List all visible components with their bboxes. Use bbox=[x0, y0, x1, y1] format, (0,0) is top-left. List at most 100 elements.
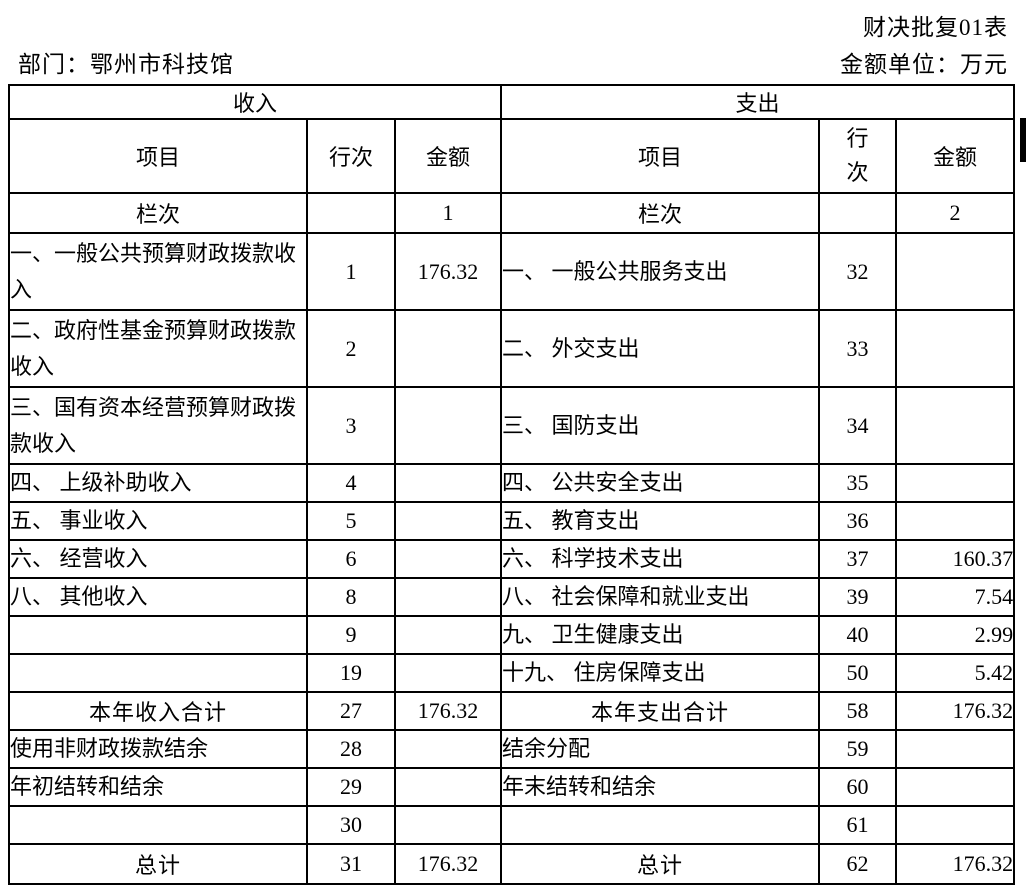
income-rowno-cell: 2 bbox=[306, 309, 396, 388]
expense-subtotal-label: 本年支出合计 bbox=[500, 691, 821, 731]
table-row: 二、政府性基金预算财政拨款收入 2 二、 外交支出 33 bbox=[8, 309, 1016, 388]
expense-item-cell: 五、 教育支出 bbox=[500, 501, 821, 541]
income-item-header: 项目 bbox=[8, 118, 308, 194]
income-amount-cell bbox=[393, 805, 503, 845]
finance-table: 收入 支出 项目 行次 金额 项目 行次 金额 栏次 1 栏次 2 一、一般公共… bbox=[7, 84, 1016, 885]
expense-amount-cell bbox=[895, 501, 1016, 541]
expense-amount-cell: 176.32 bbox=[895, 843, 1016, 885]
income-amount-cell bbox=[393, 539, 503, 579]
table-row: 四、 上级补助收入 4 四、 公共安全支出 35 bbox=[8, 463, 1016, 503]
income-item-cell bbox=[8, 805, 308, 845]
expense-item-cell: 十九、 住房保障支出 bbox=[500, 653, 821, 693]
table-row: 五、 事业收入 5 五、 教育支出 36 bbox=[8, 501, 1016, 541]
income-rowno-cell: 3 bbox=[306, 386, 396, 465]
amount-unit-label: 金额单位：万元 bbox=[840, 52, 1008, 77]
income-subtotal-label: 本年收入合计 bbox=[8, 691, 308, 731]
expense-column-number: 2 bbox=[895, 192, 1016, 234]
income-amount-cell bbox=[393, 615, 503, 655]
grand-total-row: 总计 31 176.32 总计 62 176.32 bbox=[8, 843, 1016, 885]
income-amount-cell bbox=[393, 463, 503, 503]
income-item-cell: 年初结转和结余 bbox=[8, 767, 308, 807]
income-item-cell: 六、 经营收入 bbox=[8, 539, 308, 579]
expense-item-cell: 一、 一般公共服务支出 bbox=[500, 232, 821, 311]
expense-amount-cell: 2.99 bbox=[895, 615, 1016, 655]
income-item-cell: 使用非财政拨款结余 bbox=[8, 729, 308, 769]
table-row: 三、国有资本经营预算财政拨款收入 3 三、 国防支出 34 bbox=[8, 386, 1016, 465]
expense-section-header: 支出 bbox=[500, 84, 1016, 120]
expense-amount-cell bbox=[895, 729, 1016, 769]
income-rowno-cell: 6 bbox=[306, 539, 396, 579]
table-row: 19 十九、 住房保障支出 50 5.42 bbox=[8, 653, 1016, 693]
expense-amount-cell bbox=[895, 309, 1016, 388]
income-amount-cell: 176.32 bbox=[393, 232, 503, 311]
expense-lanci-label: 栏次 bbox=[500, 192, 821, 234]
expense-rowno-cell: 60 bbox=[818, 767, 898, 807]
subtotal-row: 本年收入合计 27 176.32 本年支出合计 58 176.32 bbox=[8, 691, 1016, 731]
income-rowno-cell: 28 bbox=[306, 729, 396, 769]
income-amount-cell bbox=[393, 767, 503, 807]
table-row: 9 九、 卫生健康支出 40 2.99 bbox=[8, 615, 1016, 655]
expense-amount-cell: 7.54 bbox=[895, 577, 1016, 617]
expense-item-cell: 九、 卫生健康支出 bbox=[500, 615, 821, 655]
income-rowno-cell: 9 bbox=[306, 615, 396, 655]
column-index-row: 栏次 1 栏次 2 bbox=[8, 192, 1016, 234]
income-item-cell: 三、国有资本经营预算财政拨款收入 bbox=[8, 386, 308, 465]
expense-amount-cell: 176.32 bbox=[895, 691, 1016, 731]
income-item-cell: 四、 上级补助收入 bbox=[8, 463, 308, 503]
expense-amount-cell bbox=[895, 767, 1016, 807]
income-rowno-cell: 1 bbox=[306, 232, 396, 311]
expense-amount-cell bbox=[895, 232, 1016, 311]
income-rowno-header: 行次 bbox=[306, 118, 396, 194]
expense-amount-cell bbox=[895, 805, 1016, 845]
expense-item-header: 项目 bbox=[500, 118, 821, 194]
income-rowno-cell: 8 bbox=[306, 577, 396, 617]
expense-rowno-cell: 40 bbox=[818, 615, 898, 655]
income-rowno-cell: 31 bbox=[306, 843, 396, 885]
table-row: 30 61 bbox=[8, 805, 1016, 845]
income-amount-cell: 176.32 bbox=[393, 843, 503, 885]
income-lanci-rowno bbox=[306, 192, 396, 234]
table-row: 六、 经营收入 6 六、 科学技术支出 37 160.37 bbox=[8, 539, 1016, 579]
income-rowno-cell: 30 bbox=[306, 805, 396, 845]
income-rowno-cell: 19 bbox=[306, 653, 396, 693]
expense-amount-cell: 5.42 bbox=[895, 653, 1016, 693]
expense-amount-cell: 160.37 bbox=[895, 539, 1016, 579]
income-item-cell: 二、政府性基金预算财政拨款收入 bbox=[8, 309, 308, 388]
income-lanci-label: 栏次 bbox=[8, 192, 308, 234]
income-item-cell bbox=[8, 653, 308, 693]
expense-item-cell: 四、 公共安全支出 bbox=[500, 463, 821, 503]
expense-rowno-cell: 62 bbox=[818, 843, 898, 885]
expense-item-cell: 六、 科学技术支出 bbox=[500, 539, 821, 579]
expense-rowno-cell: 37 bbox=[818, 539, 898, 579]
expense-item-cell: 结余分配 bbox=[500, 729, 821, 769]
income-section-header: 收入 bbox=[7, 84, 503, 120]
expense-total-label: 总计 bbox=[500, 843, 821, 885]
expense-item-cell: 年末结转和结余 bbox=[500, 767, 821, 807]
expense-rowno-header-text: 行次 bbox=[846, 125, 869, 185]
income-amount-cell: 176.32 bbox=[393, 691, 503, 731]
expense-rowno-cell: 58 bbox=[818, 691, 898, 731]
income-rowno-cell: 27 bbox=[306, 691, 396, 731]
expense-rowno-cell: 39 bbox=[818, 577, 898, 617]
column-header-row: 项目 行次 金额 项目 行次 金额 bbox=[8, 118, 1016, 194]
income-amount-cell bbox=[393, 653, 503, 693]
scrollbar-thumb[interactable] bbox=[1020, 118, 1026, 162]
expense-item-cell: 八、 社会保障和就业支出 bbox=[500, 577, 821, 617]
expense-rowno-cell: 61 bbox=[818, 805, 898, 845]
income-amount-cell bbox=[393, 729, 503, 769]
expense-amount-header: 金额 bbox=[895, 118, 1016, 194]
expense-rowno-cell: 36 bbox=[818, 501, 898, 541]
table-row: 八、 其他收入 8 八、 社会保障和就业支出 39 7.54 bbox=[8, 577, 1016, 617]
table-row: 使用非财政拨款结余 28 结余分配 59 bbox=[8, 729, 1016, 769]
expense-item-cell bbox=[500, 805, 821, 845]
table-row: 年初结转和结余 29 年末结转和结余 60 bbox=[8, 767, 1016, 807]
expense-item-cell: 三、 国防支出 bbox=[500, 386, 821, 465]
income-amount-cell bbox=[393, 386, 503, 465]
income-amount-cell bbox=[393, 577, 503, 617]
income-rowno-cell: 5 bbox=[306, 501, 396, 541]
income-item-cell: 五、 事业收入 bbox=[8, 501, 308, 541]
expense-rowno-cell: 34 bbox=[818, 386, 898, 465]
expense-rowno-cell: 35 bbox=[818, 463, 898, 503]
income-column-number: 1 bbox=[393, 192, 503, 234]
income-rowno-cell: 29 bbox=[306, 767, 396, 807]
